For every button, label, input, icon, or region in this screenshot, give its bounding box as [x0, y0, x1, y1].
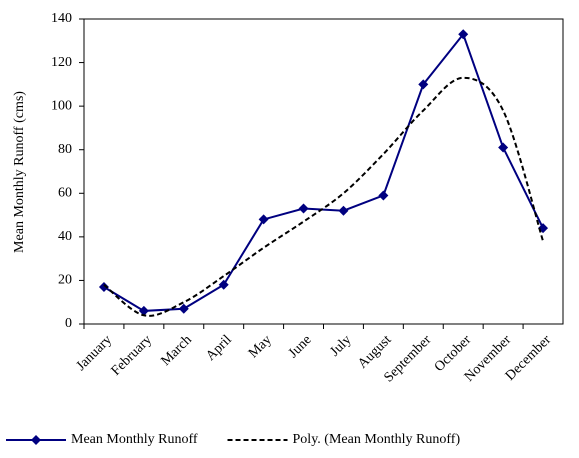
legend-marker	[31, 435, 41, 445]
legend-label: Mean Monthly Runoff	[71, 432, 198, 447]
x-tick-label: August	[355, 332, 394, 371]
marker	[498, 142, 509, 153]
x-tick-label: June	[286, 332, 315, 361]
marker	[258, 214, 269, 225]
y-tick-label: 100	[51, 98, 72, 113]
marker	[218, 279, 229, 290]
marker	[98, 281, 109, 292]
trend-line	[103, 76, 544, 317]
marker	[378, 190, 389, 201]
marker	[458, 29, 469, 40]
y-tick-label: 40	[58, 229, 72, 244]
y-axis-label: Mean Monthly Runoff (cms)	[12, 91, 27, 253]
marker	[138, 305, 149, 316]
y-tick-label: 120	[51, 55, 72, 70]
x-tick-label: April	[203, 332, 235, 364]
y-tick-label: 20	[58, 273, 72, 288]
x-tick-label: May	[246, 332, 275, 361]
marker	[178, 303, 189, 314]
marker	[418, 79, 429, 90]
y-tick-label: 80	[58, 142, 72, 157]
y-tick-label: 60	[58, 186, 72, 201]
y-tick-label: 0	[65, 316, 72, 331]
series-line	[103, 32, 544, 312]
x-tick-label: February	[109, 332, 155, 378]
x-tick-label: July	[327, 332, 354, 359]
y-tick-label: 140	[51, 11, 72, 26]
plot-area	[83, 18, 564, 325]
marker	[338, 205, 349, 216]
x-tick-label: March	[158, 332, 194, 368]
legend-label: Poly. (Mean Monthly Runoff)	[293, 432, 461, 447]
marker	[298, 203, 309, 214]
